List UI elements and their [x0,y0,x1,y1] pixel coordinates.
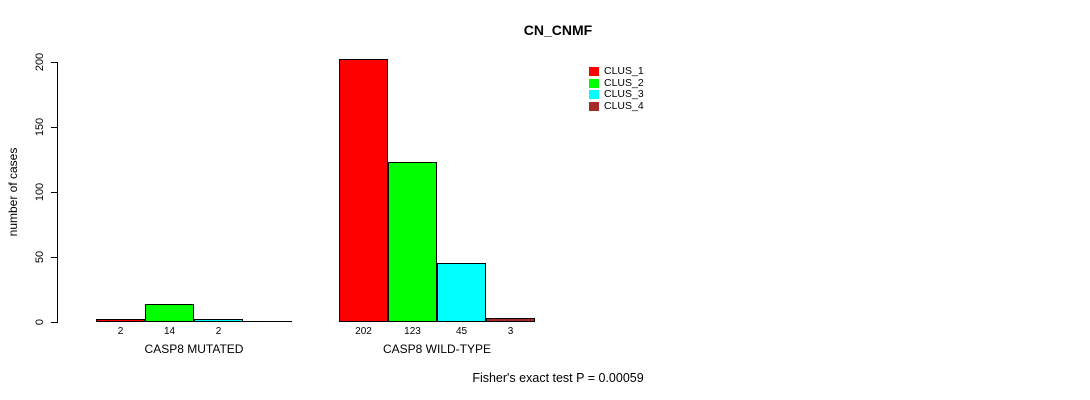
bar-clus-1 [339,59,388,322]
y-tick-label: 200 [34,52,46,72]
bar-clus-2 [388,162,437,322]
y-tick-label: 50 [34,250,46,264]
legend-item: CLUS_2 [589,76,644,90]
legend-swatch-clus-3 [589,90,599,100]
stat-annotation: Fisher's exact test P = 0.00059 [472,371,644,385]
bar-clus-4 [486,318,535,322]
bar-clus-3 [437,263,486,322]
legend-item: CLUS_4 [589,99,644,113]
y-tick [51,62,57,63]
x-category-label: CASP8 WILD-TYPE [382,342,492,356]
bar-value-label: 123 [404,326,421,337]
bar-value-label: 202 [355,326,372,337]
y-axis-title: number of cases [6,147,20,237]
bar-value-label: 2 [117,326,124,337]
bar-value-label: 14 [163,326,176,337]
chart-title: CN_CNMF [523,22,593,38]
legend-item: CLUS_1 [589,66,644,78]
bar-clus-2 [145,304,194,322]
y-tick-label: 0 [34,318,46,326]
legend-swatch-clus-1 [589,67,599,77]
y-tick [51,322,57,323]
legend-label: CLUS_2 [604,76,644,89]
legend: CLUS_1 CLUS_2 CLUS_3 CLUS_4 [589,66,644,112]
y-tick [51,127,57,128]
legend-item: CLUS_3 [589,89,644,101]
bar-clus-1 [96,319,145,322]
bar-clus-3 [194,319,243,322]
y-tick [51,192,57,193]
legend-label: CLUS_4 [604,99,644,112]
y-tick [51,257,57,258]
legend-label: CLUS_3 [604,88,644,101]
legend-swatch-clus-2 [589,78,599,88]
legend-label: CLUS_1 [604,65,644,78]
y-tick-label: 150 [34,117,46,137]
y-axis-line [57,62,58,323]
bar-clus-4-zero [243,321,292,322]
y-tick-label: 100 [34,182,46,202]
bar-value-label: 45 [455,326,468,337]
legend-swatch-clus-4 [589,101,599,111]
bar-value-label: 2 [215,326,222,337]
x-category-label: CASP8 MUTATED [144,342,244,356]
bar-value-label: 3 [507,326,514,337]
